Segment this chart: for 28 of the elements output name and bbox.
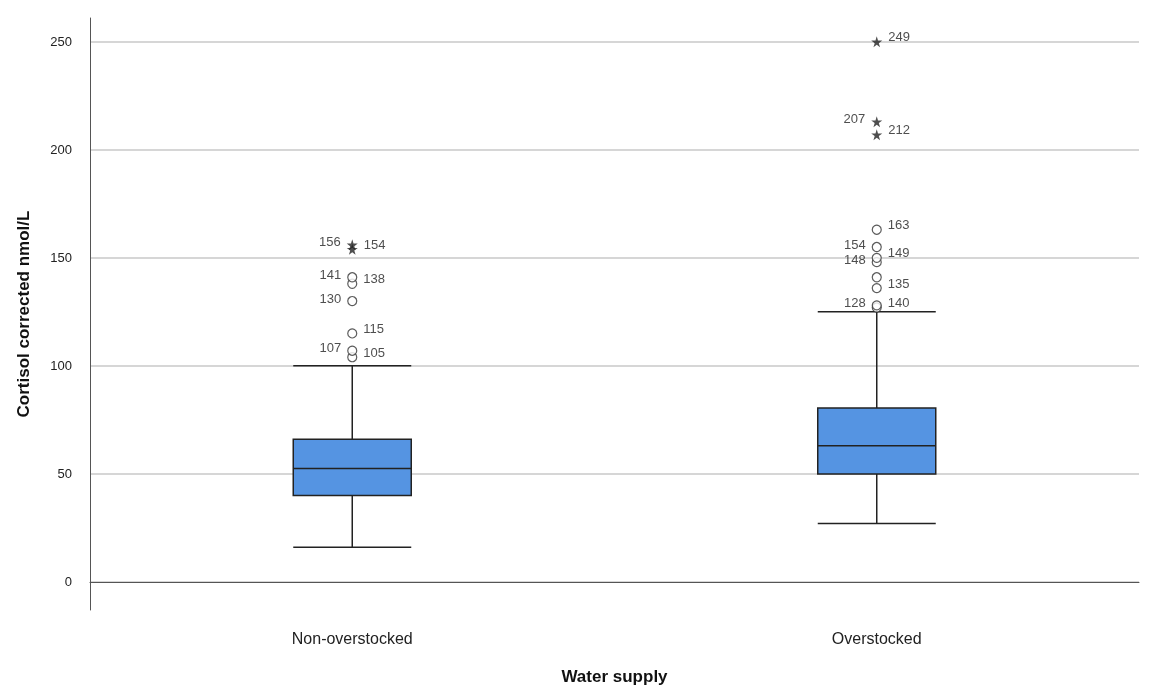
x-tick-label: Non-overstocked: [291, 629, 413, 647]
y-tick-label: 150: [50, 250, 72, 266]
y-tick-label: 0: [64, 574, 72, 590]
annotation: 135: [887, 275, 910, 291]
annotation: 128: [843, 294, 866, 310]
y-tick-label: 100: [50, 358, 72, 374]
annotation: 149: [887, 245, 910, 261]
x-tick-label: Overstocked: [831, 629, 922, 647]
annotation: 141: [319, 266, 342, 282]
annotation: 207: [843, 111, 866, 127]
annotation: 138: [363, 271, 386, 287]
y-axis-title: Cortisol corrected nmol/L: [14, 210, 33, 418]
annotation: 156: [319, 234, 341, 250]
annotation: 249: [888, 29, 910, 45]
x-axis-title: Water supply: [561, 667, 669, 686]
y-tick-label: 200: [50, 142, 72, 158]
y-tick-label: 50: [57, 466, 72, 482]
annotation: 212: [888, 122, 910, 138]
annotation: 115: [363, 320, 385, 336]
annotation: 105: [363, 344, 386, 360]
annotation: 140: [887, 295, 910, 311]
annotation: 148: [843, 251, 866, 267]
annotation: 163: [887, 217, 910, 233]
annotation: 154: [363, 236, 386, 252]
annotation: 130: [319, 290, 342, 306]
y-tick-label: 250: [50, 34, 72, 50]
annotation: 107: [319, 340, 342, 356]
annotation: 154: [843, 236, 866, 252]
